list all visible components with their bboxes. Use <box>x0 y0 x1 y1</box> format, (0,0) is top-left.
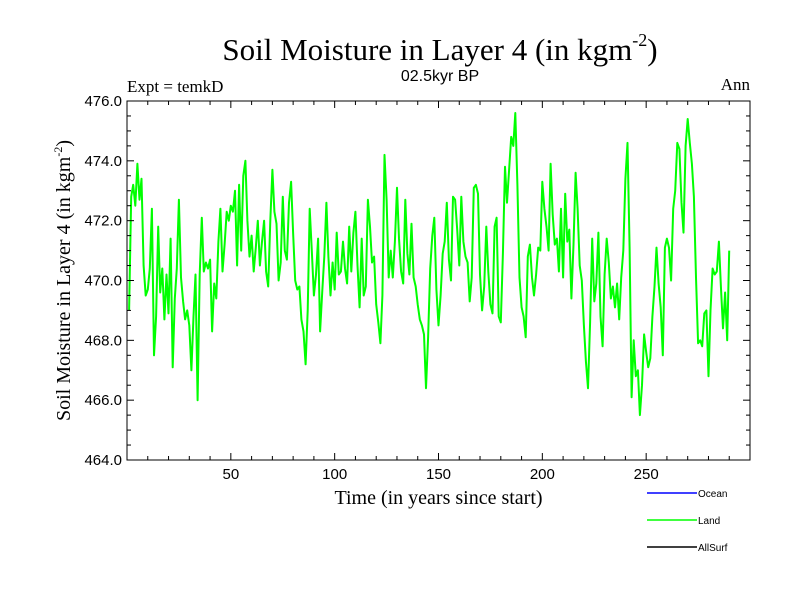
season-label: Ann <box>720 75 750 94</box>
y-tick-label: 466.0 <box>84 392 122 409</box>
x-tick-label: 200 <box>530 466 555 483</box>
x-tick-label: 100 <box>322 466 347 483</box>
x-axis-label: Time (in years since start) <box>334 487 542 509</box>
series-line-land <box>128 112 731 417</box>
y-tick-label: 468.0 <box>84 332 122 349</box>
legend-label-land: Land <box>698 516 720 527</box>
chart-subtitle: 02.5kyr BP <box>400 68 480 85</box>
chart-title-close: ) <box>647 32 658 67</box>
chart-title-superscript: -2 <box>632 30 648 50</box>
y-tick-label: 464.0 <box>84 452 122 469</box>
y-tick-label: 472.0 <box>84 213 122 230</box>
legend-label-ocean: Ocean <box>698 489 727 500</box>
plot-frame <box>126 100 751 461</box>
x-tick-label: 150 <box>426 466 451 483</box>
y-axis-label-text: Soil Moisture in Layer 4 (in kgm <box>53 156 75 421</box>
y-tick-label: 470.0 <box>84 273 122 290</box>
y-axis-label: Soil Moisture in Layer 4 (in kgm-2) <box>51 140 75 421</box>
y-tick-label: 476.0 <box>84 93 122 110</box>
experiment-label: Expt = temkD <box>127 77 224 96</box>
x-tick-label: 50 <box>222 466 239 483</box>
y-tick-label: 474.0 <box>84 153 122 170</box>
legend-label-allsurf: AllSurf <box>698 543 728 554</box>
y-axis-label-superscript: -2 <box>51 147 65 157</box>
y-axis-label-close: ) <box>53 140 75 147</box>
x-tick-label: 250 <box>634 466 659 483</box>
chart-title-text: Soil Moisture in Layer 4 (in kgm <box>222 32 633 67</box>
chart-title: Soil Moisture in Layer 4 (in kgm-2) <box>0 30 800 68</box>
